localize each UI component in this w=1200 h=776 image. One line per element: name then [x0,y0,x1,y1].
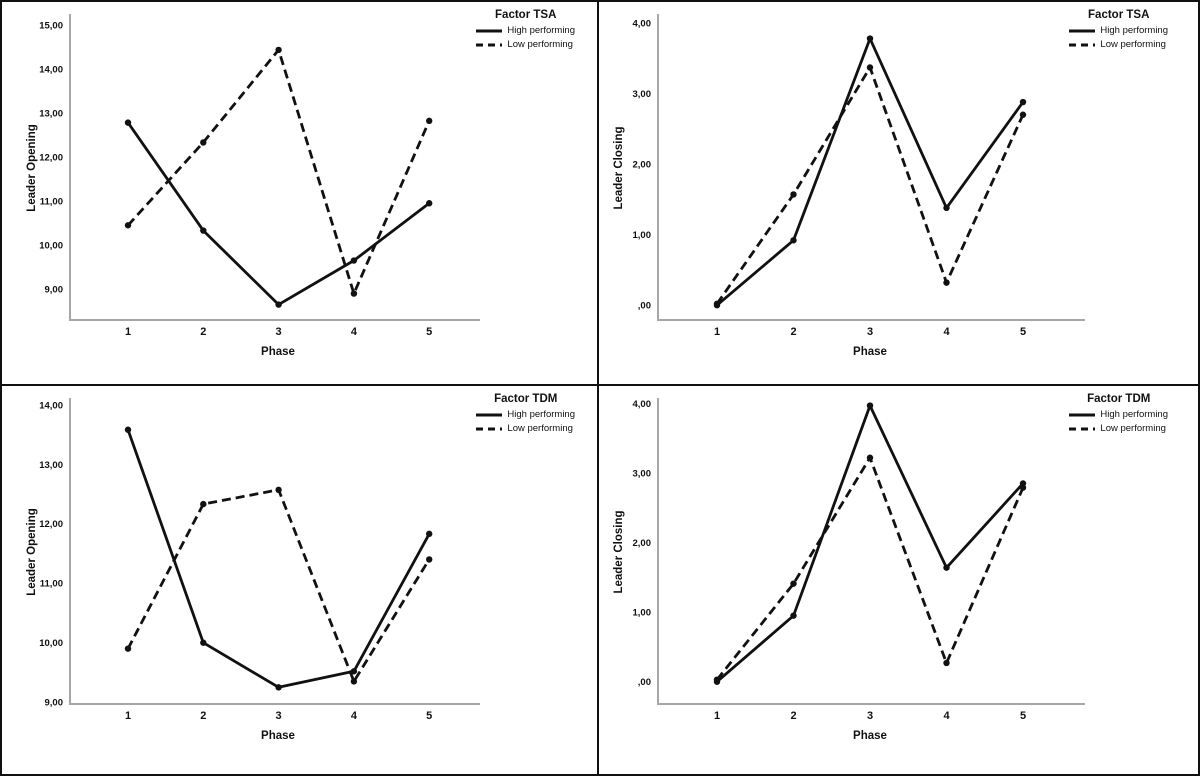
svg-text:4: 4 [351,710,358,722]
svg-text:1: 1 [714,326,720,338]
chart-tdm-leader-opening: 14,00 13,00 12,00 11,00 10,00 9,00 1 2 3 4 5 Leade… [2,386,597,774]
legend-item-low: Low performing [1069,423,1168,434]
svg-text:3: 3 [276,326,282,338]
chart-tsa-leader-closing: 4,00 3,00 2,00 1,00,00 1 2 3 4 5 Leader Closing … [599,2,1198,384]
svg-text:14,00: 14,00 [39,400,63,411]
svg-text:2: 2 [790,326,796,338]
legend-item-high: High performing [1069,25,1168,36]
svg-text:5: 5 [426,710,432,722]
svg-text:10,00: 10,00 [39,241,63,252]
y-axis-title: Leader Opening [26,508,38,596]
svg-text:13,00: 13,00 [39,108,63,119]
svg-text:5: 5 [1020,326,1026,338]
x-axis-title: Phase [261,346,295,358]
x-axis-title: Phase [853,346,887,358]
legend-title: Factor TSA [495,9,557,21]
legend-item-high: High performing [476,25,575,36]
legend-title: Factor TDM [494,393,558,405]
svg-text:2: 2 [200,710,206,722]
svg-text:1: 1 [125,710,131,722]
solid-line-swatch [476,29,503,32]
svg-text:5: 5 [426,326,432,338]
svg-text:12,00: 12,00 [39,519,63,530]
svg-text:3,00: 3,00 [633,89,652,100]
x-axis-title: Phase [853,730,887,742]
svg-text:,00: ,00 [638,301,651,312]
svg-text:11,00: 11,00 [40,579,63,590]
legend-item-label: High performing [1100,409,1168,420]
legend-title: Factor TDM [1087,393,1151,405]
svg-text:4: 4 [351,326,358,338]
svg-text:2: 2 [790,710,796,722]
svg-text:14,00: 14,00 [39,64,63,75]
legend-item-label: Low performing [1100,39,1166,50]
solid-line-swatch [476,413,503,416]
svg-text:3,00: 3,00 [633,469,652,480]
legend-item-label: Low performing [507,423,573,434]
svg-text:2: 2 [200,326,206,338]
legend-item-high: High performing [476,409,575,420]
dashed-line-swatch [476,427,503,430]
svg-text:3: 3 [276,710,282,722]
svg-text:4,00: 4,00 [633,399,652,410]
solid-line-swatch [1069,413,1096,416]
svg-text:1: 1 [714,710,720,722]
legend-item-low: Low performing [1069,39,1168,50]
plot-area: 4,00 3,00 2,00 1,00 ,00 1 2 3 4 5 [633,14,1085,338]
svg-text:4,00: 4,00 [633,19,652,30]
svg-text:12,00: 12,00 [39,152,63,163]
dashed-line-swatch [1069,43,1096,46]
legend: Factor TSA High performing Low performin… [476,9,575,50]
legend: Factor TDM High performing Low performin… [476,393,575,434]
chart-tdm-leader-closing: 4,00 3,00 2,00 1,00,00 1 2 3 4 5 Leader Closing … [599,386,1198,774]
dashed-line-swatch [476,43,503,46]
svg-text:4: 4 [943,710,950,722]
x-axis-title: Phase [261,730,295,742]
solid-line-swatch [1069,29,1096,32]
svg-text:1,00: 1,00 [633,230,652,241]
y-axis-title: Leader Closing [613,510,625,594]
y-axis-title: Leader Opening [26,124,38,212]
svg-text:11,00: 11,00 [40,197,63,208]
chart-tsa-leader-opening: 15,00 14,00 13,00 12,00 11,00 10,00 9,00 1 2 3 4 5 … [2,2,597,384]
legend-item-label: Low performing [507,39,573,50]
svg-text:15,00: 15,00 [39,20,63,31]
plot-area: 15,00 14,00 13,00 12,00 11,00 10,00 9,00 1 2 3 4 5 [39,14,480,338]
svg-text:2,00: 2,00 [633,538,652,549]
svg-text:3: 3 [867,326,873,338]
svg-text:2,00: 2,00 [633,160,652,171]
svg-text:10,00: 10,00 [39,638,63,649]
legend-item-label: High performing [507,25,575,36]
svg-text:3: 3 [867,710,873,722]
horizontal-divider [2,384,1198,386]
svg-text:13,00: 13,00 [39,460,63,471]
svg-text:9,00: 9,00 [45,698,64,709]
legend-item-high: High performing [1069,409,1168,420]
dashed-line-swatch [1069,427,1096,430]
svg-text:,00: ,00 [638,677,651,688]
svg-text:1,00: 1,00 [633,608,652,619]
svg-text:5: 5 [1020,710,1026,722]
legend-item-low: Low performing [476,39,575,50]
legend-title: Factor TSA [1088,9,1150,21]
legend: Factor TSA High performing Low performin… [1069,9,1168,50]
y-axis-title: Leader Closing [613,126,625,210]
legend: Factor TDM High performing Low performin… [1069,393,1168,434]
plot-area: 14,00 13,00 12,00 11,00 10,00 9,00 1 2 3 4 5 [39,398,480,722]
vertical-divider [597,2,599,774]
legend-item-label: Low performing [1100,423,1166,434]
legend-item-label: High performing [507,409,575,420]
legend-item-label: High performing [1100,25,1168,36]
svg-text:4: 4 [943,326,950,338]
svg-text:1: 1 [125,326,131,338]
legend-item-low: Low performing [476,423,575,434]
plot-area: 4,00 3,00 2,00 1,00 ,00 1 2 3 4 5 [633,398,1085,722]
svg-text:9,00: 9,00 [45,285,64,296]
